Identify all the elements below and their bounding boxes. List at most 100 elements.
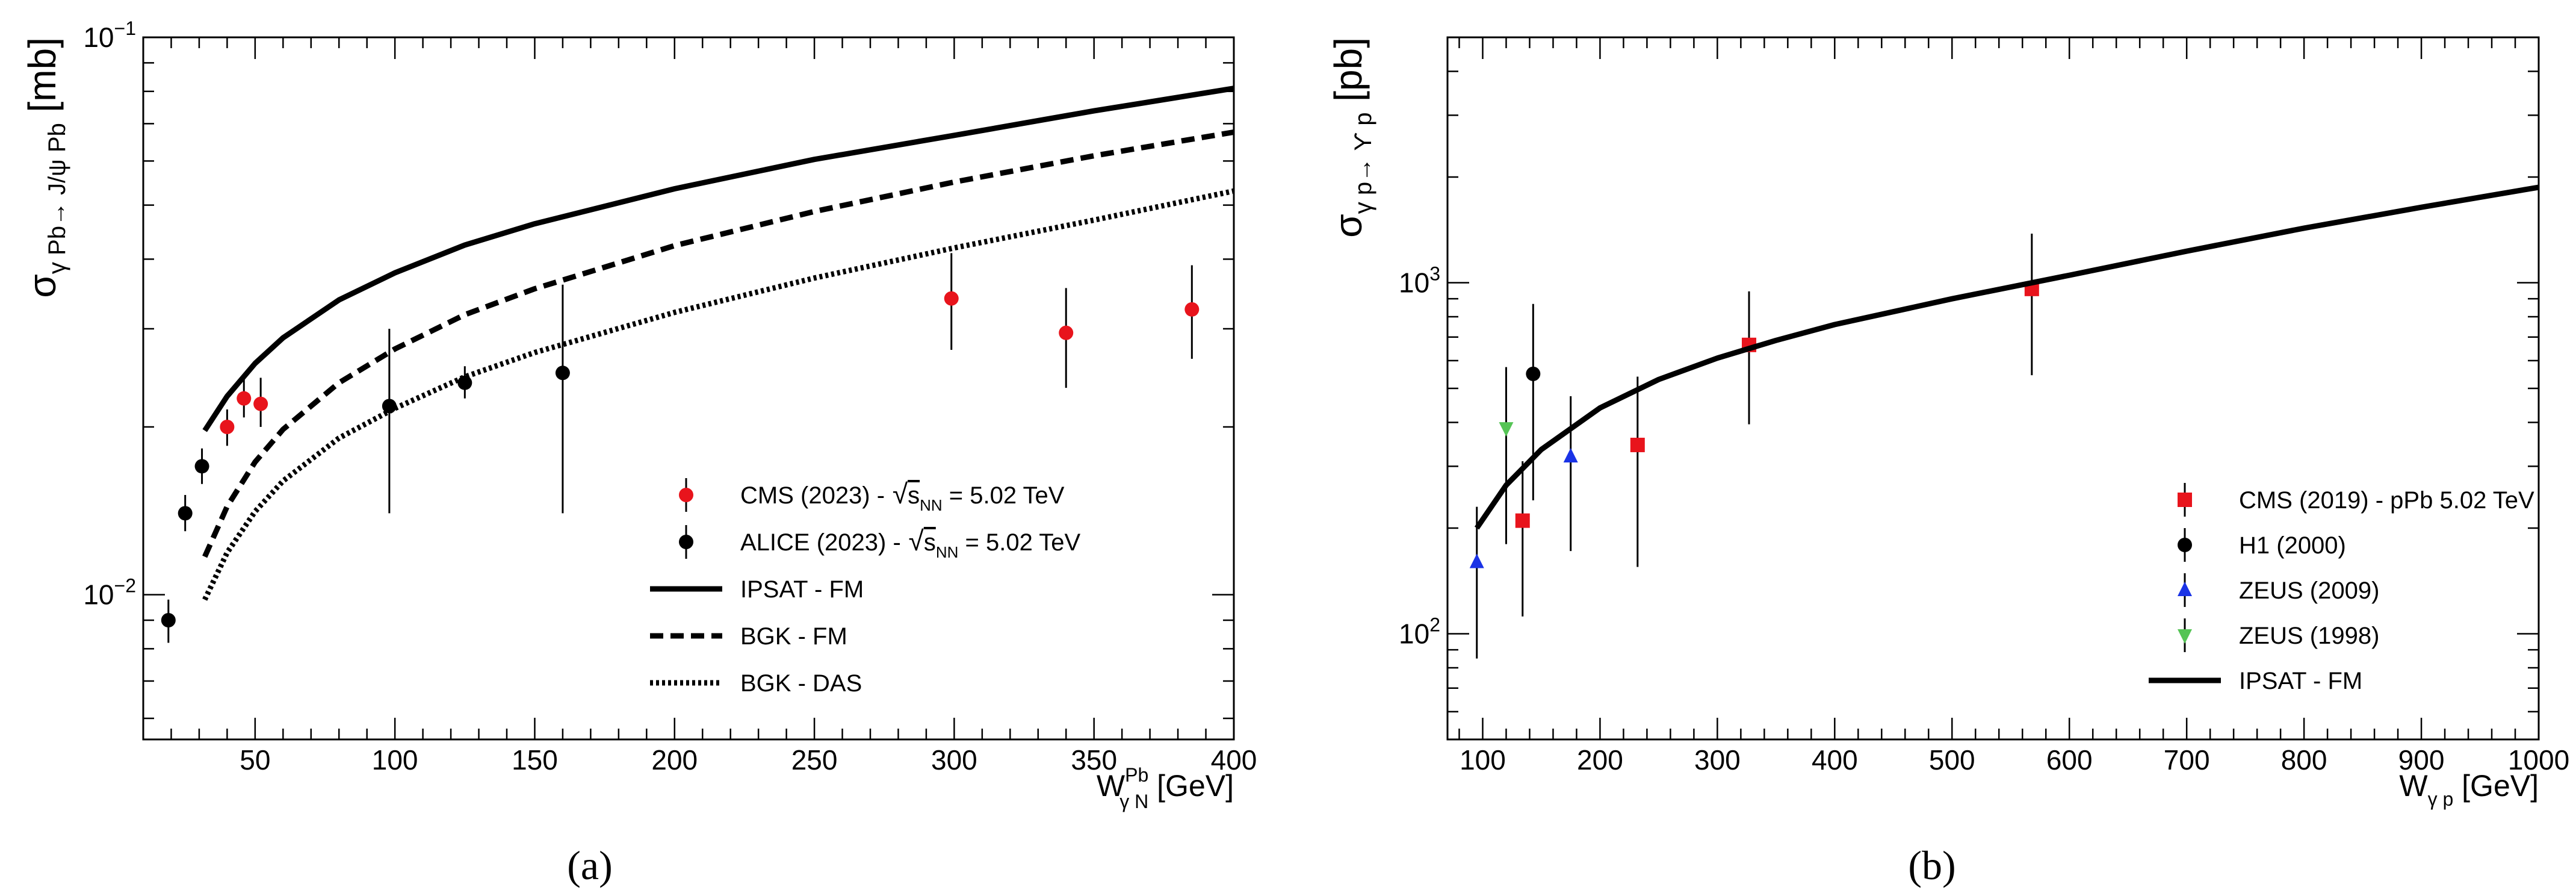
legend-label: BGK - DAS [740, 670, 862, 697]
y-label-unit: [pb] [1327, 37, 1370, 113]
data-point [1630, 437, 1645, 452]
data-point [1059, 325, 1074, 340]
x-tick-label: 50 [240, 744, 270, 776]
x-label-sub: γ p [2428, 788, 2454, 810]
legend-suffix: = 5.02 TeV [958, 529, 1080, 556]
legend-suffix: = 5.02 TeV [943, 482, 1065, 509]
legend-root-sub: NN [936, 543, 959, 561]
legend-item: ZEUS (1998) [2178, 618, 2379, 652]
legend-sqrt: √ [901, 525, 924, 556]
legend-label-text: BGK - FM [740, 623, 847, 650]
data-point [220, 420, 235, 435]
legend-label-text: ZEUS (2009) [2239, 577, 2379, 604]
x-tick-label: 300 [931, 744, 977, 776]
data-point [253, 396, 268, 411]
series-cms-2023- [220, 253, 1200, 446]
x-tick-label: 700 [2164, 744, 2210, 776]
plot-frame [142, 36, 1235, 741]
legend-label: BGK - FM [740, 623, 847, 650]
legend-item: BGK - FM [650, 623, 847, 650]
data-point [194, 459, 209, 474]
legend-marker [2178, 538, 2192, 552]
curve-ipsat-fm [202, 86, 1234, 432]
legend-label: ALICE (2023) - √sNN = 5.02 TeV [740, 525, 1080, 561]
legend-label: CMS (2019) - pPb 5.02 TeV [2239, 487, 2534, 514]
data-point [1526, 366, 1541, 381]
series-h1-2000- [1526, 303, 1541, 500]
data-point [178, 506, 193, 521]
y-label-main: σ [20, 274, 64, 298]
x-label-sub: γ N [1119, 791, 1148, 812]
data-point [944, 291, 959, 306]
legend-marker [679, 535, 693, 549]
legend-label-text: ALICE (2023) - [740, 529, 901, 556]
y-label-sub: γ Pb→ J/ψ Pb [44, 123, 70, 274]
x-label-main: W [2399, 769, 2428, 803]
legend-root-sub: NN [920, 496, 943, 514]
series-cms-2019-ppb-5-02-tev [1515, 233, 2039, 617]
y-tick-base: 10 [1399, 267, 1429, 298]
legend-label-text: IPSAT - FM [740, 576, 864, 603]
y-tick-label: 10−2 [83, 575, 136, 611]
legend-item: ZEUS (2009) [2178, 573, 2379, 607]
legend-label-text: IPSAT - FM [2239, 668, 2362, 694]
legend-label: H1 (2000) [2239, 532, 2346, 559]
x-tick-label: 200 [1577, 744, 1623, 776]
legend-item: IPSAT - FM [2149, 668, 2362, 694]
legend-label: IPSAT - FM [2239, 668, 2362, 694]
y-axis-label: σγ p→ ϒ p [pb] [1327, 37, 1376, 238]
x-tick-label: 350 [1071, 744, 1117, 776]
legend-marker [2178, 629, 2192, 644]
legend: CMS (2023) - √sNN = 5.02 TeV ALICE (2023)… [650, 478, 1080, 697]
panel-caption: (a) [567, 842, 612, 888]
data-point [382, 399, 397, 414]
x-label-main: W [1097, 769, 1125, 803]
x-tick-label: 500 [1929, 744, 1975, 776]
series-zeus-2009- [1469, 396, 1578, 659]
x-axis-label: WPb γ N [GeV] [1097, 764, 1234, 812]
x-tick-label: 400 [1812, 744, 1858, 776]
legend-root: s [924, 529, 936, 556]
legend-item: CMS (2023) - √sNN = 5.02 TeV [679, 478, 1065, 514]
legend-label: ZEUS (1998) [2239, 623, 2379, 649]
y-tick-label: 10−1 [83, 17, 136, 53]
panel-caption: (b) [1908, 842, 1955, 888]
x-tick-label: 200 [651, 744, 698, 776]
x-tick-label: 900 [2398, 744, 2445, 776]
y-tick-base: 10 [83, 579, 114, 611]
x-axis-label: Wγ p [GeV] [2399, 769, 2539, 810]
y-tick-exponent: 2 [1429, 614, 1440, 635]
y-tick-base: 10 [83, 22, 114, 53]
x-tick-label: 600 [2046, 744, 2093, 776]
x-tick-label: 100 [1460, 744, 1506, 776]
x-tick-label: 1000 [2508, 744, 2569, 776]
y-tick-label: 103 [1399, 263, 1440, 298]
plot-area [161, 86, 1234, 643]
legend-marker [679, 488, 693, 502]
data-point [1184, 302, 1200, 317]
data-point [1563, 447, 1578, 462]
data-point [555, 366, 570, 381]
legend-sqrt: √ [885, 478, 908, 509]
legend-label: CMS (2023) - √sNN = 5.02 TeV [740, 478, 1065, 514]
curve-bgk-fm [202, 129, 1234, 558]
x-tick-label: 300 [1694, 744, 1741, 776]
legend-root: s [908, 482, 920, 509]
series-zeus-1998- [1499, 367, 1514, 544]
y-label-unit: [mb] [20, 37, 64, 123]
legend-marker [2178, 582, 2192, 596]
legend-marker [2178, 493, 2192, 507]
legend-item: CMS (2019) - pPb 5.02 TeV [2178, 483, 2534, 517]
data-point [1469, 553, 1484, 568]
x-tick-label: 150 [512, 744, 558, 776]
legend-label-text: H1 (2000) [2239, 532, 2346, 559]
y-label-sub: γ p→ ϒ p [1350, 113, 1376, 214]
legend-item: BGK - DAS [650, 670, 862, 697]
x-label-sup: Pb [1125, 764, 1148, 786]
x-tick-label: 100 [372, 744, 418, 776]
y-tick-exponent: 3 [1429, 263, 1440, 284]
curve-ipsat-fm [1474, 184, 2539, 530]
y-tick-exponent: −1 [114, 17, 136, 39]
